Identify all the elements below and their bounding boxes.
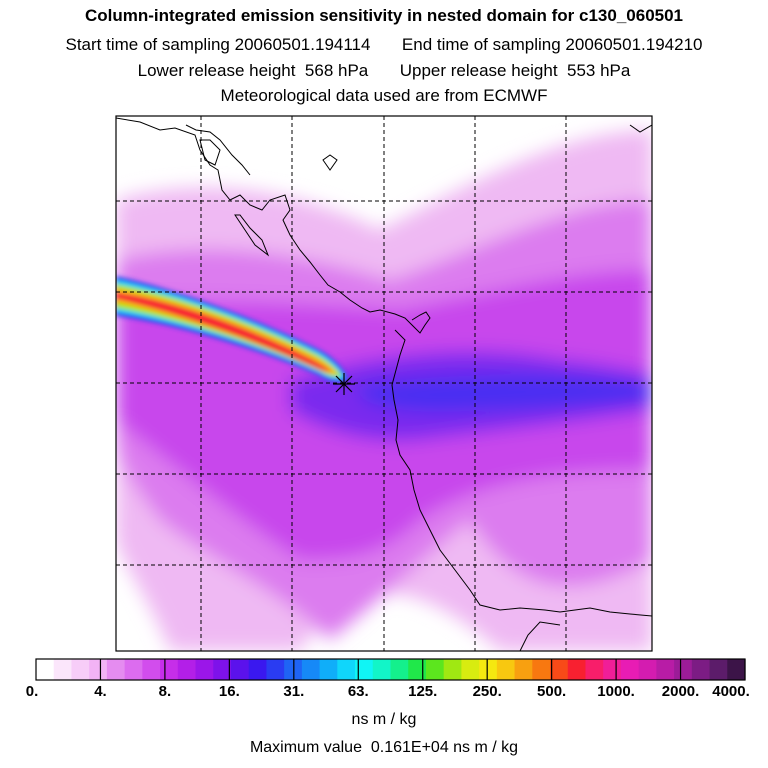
colorbar-tick-label: 125. bbox=[408, 683, 438, 700]
colorbar-tick-label: 16. bbox=[218, 683, 240, 700]
colorbar-swatch bbox=[372, 659, 392, 680]
colorbar-tick-label: 250. bbox=[472, 683, 502, 700]
end-time-label: End time of sampling bbox=[401, 35, 561, 54]
colorbar-swatch bbox=[230, 659, 250, 680]
colorbar-tick-label: 0. bbox=[25, 683, 39, 700]
release-point-marker bbox=[333, 373, 355, 395]
colorbar-tick-label: 1000. bbox=[597, 683, 635, 700]
colorbar-tick-label: 4. bbox=[94, 683, 107, 700]
colorbar-swatch bbox=[425, 659, 445, 680]
upper-release-value: 553 hPa bbox=[567, 61, 631, 80]
colorbar-swatch bbox=[532, 659, 551, 680]
colorbar-swatch bbox=[213, 659, 232, 680]
colorbar-swatch bbox=[567, 659, 587, 680]
colorbar-tick-label: 500. bbox=[537, 683, 567, 700]
plot-title: Column-integrated emission sensitivity i… bbox=[84, 6, 684, 25]
colorbar-swatch bbox=[603, 659, 622, 680]
colorbar-swatch bbox=[727, 659, 746, 680]
colorbar-swatch bbox=[585, 659, 604, 680]
colorbar-swatch bbox=[160, 659, 179, 680]
colorbar-tick-label: 8. bbox=[158, 683, 172, 700]
colorbar-swatch bbox=[674, 659, 693, 680]
lower-release-value: 568 hPa bbox=[304, 61, 369, 80]
colorbar-unit: ns m / kg bbox=[351, 711, 417, 728]
colorbar-swatch bbox=[248, 659, 268, 680]
colorbar-swatch bbox=[656, 659, 675, 680]
colorbar-swatch bbox=[301, 659, 321, 680]
colorbar-swatch bbox=[390, 659, 409, 680]
colorbar-swatch bbox=[355, 659, 374, 680]
colorbar-swatch bbox=[443, 659, 462, 680]
colorbar-swatch bbox=[142, 659, 161, 680]
colorbar-tick-label: 2000. bbox=[661, 683, 700, 700]
lower-release-label: Lower release height bbox=[137, 61, 296, 80]
colorbar-swatch bbox=[195, 659, 214, 680]
start-time-label: Start time of sampling bbox=[65, 35, 230, 54]
maximum-value-label: Maximum value bbox=[249, 739, 362, 756]
colorbar-swatch bbox=[408, 659, 427, 680]
colorbar-swatch bbox=[691, 659, 711, 680]
colorbar-swatch bbox=[550, 659, 569, 680]
colorbar-swatch bbox=[461, 659, 480, 680]
colorbar-swatch bbox=[177, 659, 197, 680]
colorbar-swatch bbox=[124, 659, 143, 680]
colorbar-swatch bbox=[514, 659, 533, 680]
map-frame bbox=[115, 115, 653, 652]
colorbar-swatch bbox=[106, 659, 126, 680]
colorbar-swatch bbox=[319, 659, 338, 680]
colorbar-swatch bbox=[89, 659, 108, 680]
colorbar-swatch bbox=[36, 659, 55, 680]
colorbar-swatch bbox=[620, 659, 640, 680]
colorbar-swatch bbox=[638, 659, 657, 680]
colorbar-tick-label: 4000. bbox=[712, 683, 750, 700]
upper-release-label: Upper release height bbox=[399, 61, 558, 80]
colorbar-tick-label: 31. bbox=[283, 683, 305, 700]
end-time-value: 20060501.194210 bbox=[565, 35, 703, 54]
colorbar-swatch bbox=[479, 659, 498, 680]
colorbar-swatch bbox=[496, 659, 516, 680]
sampling-time-line: Start time of sampling 20060501.194114 E… bbox=[0, 35, 768, 55]
met-data-line: Meteorological data used are from ECMWF bbox=[220, 86, 548, 105]
colorbar-swatch bbox=[709, 659, 728, 680]
release-height-line: Lower release height 568 hPa Upper relea… bbox=[0, 61, 768, 81]
colorbar-tick-label: 63. bbox=[347, 683, 369, 700]
colorbar-swatch bbox=[266, 659, 285, 680]
maximum-value: 0.161E+04 ns m / kg bbox=[370, 739, 519, 756]
start-time-value: 20060501.194114 bbox=[234, 35, 371, 54]
colorbar-swatch bbox=[337, 659, 356, 680]
colorbar-swatch bbox=[71, 659, 90, 680]
maximum-value-line: Maximum value 0.161E+04 ns m / kg bbox=[0, 739, 768, 757]
lat-lon-grid bbox=[116, 116, 652, 651]
colorbar-swatch bbox=[53, 659, 73, 680]
coastline bbox=[116, 117, 652, 651]
